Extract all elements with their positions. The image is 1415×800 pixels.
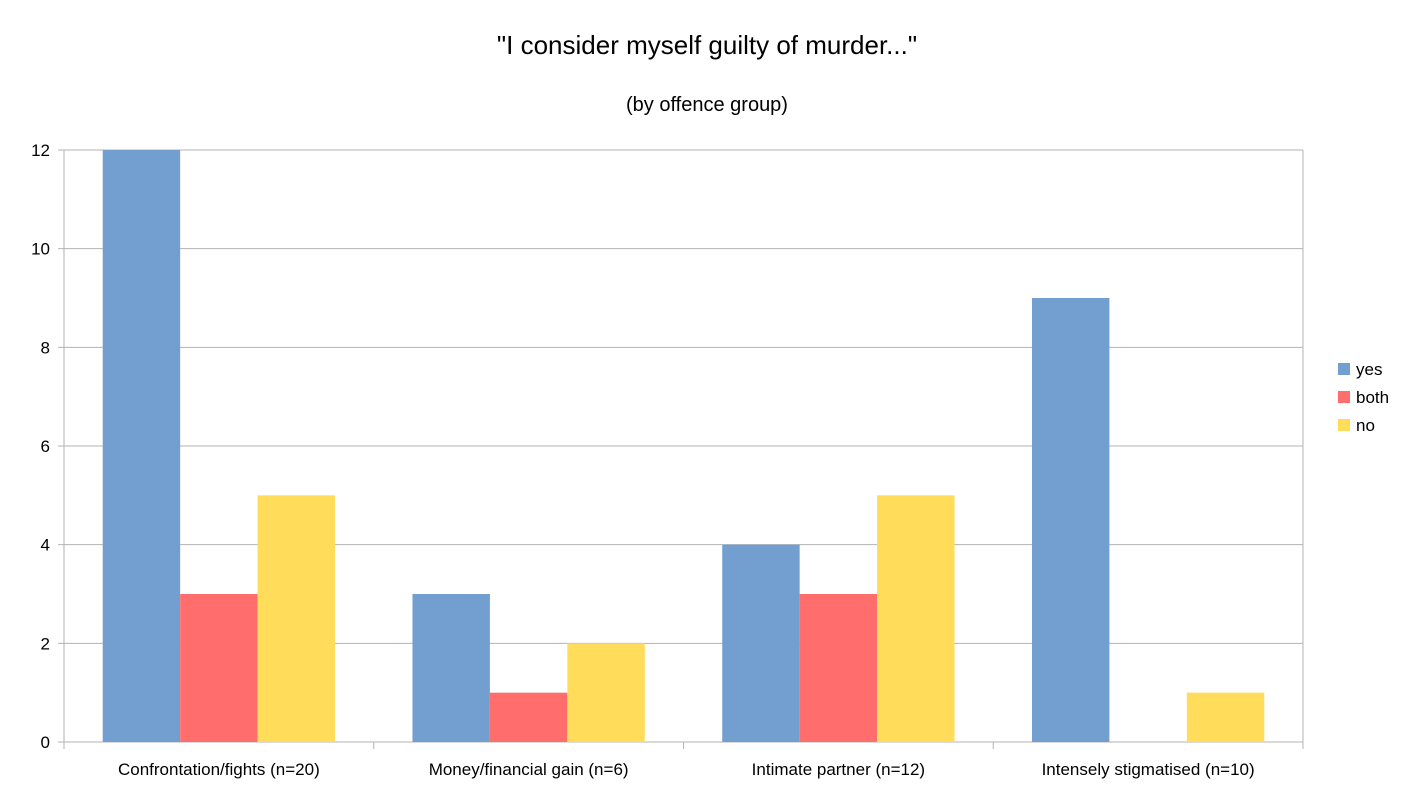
chart-title: "I consider myself guilty of murder..." [497, 30, 917, 60]
legend-swatch-yes [1338, 363, 1350, 375]
bar-yes [102, 150, 181, 742]
bar-no [567, 643, 645, 742]
legend-label: no [1356, 416, 1375, 435]
y-tick-label: 8 [41, 338, 50, 357]
y-tick-label: 2 [41, 634, 50, 653]
bar-yes [1031, 298, 1110, 742]
x-tick-label: Money/financial gain (n=6) [429, 760, 629, 779]
y-tick-label: 10 [31, 240, 50, 259]
legend-swatch-both [1338, 391, 1350, 403]
bars [102, 150, 1265, 742]
bar-both [489, 692, 568, 742]
x-tick-label: Intimate partner (n=12) [752, 760, 925, 779]
y-tick-label: 0 [41, 733, 50, 752]
legend-swatch-no [1338, 419, 1350, 431]
axes: 0 2 4 6 8 10 12 Confrontation/fights (n=20) Mone… [31, 141, 1304, 779]
bar-yes [412, 594, 490, 742]
bar-both [180, 594, 258, 742]
bar-no [257, 495, 336, 742]
bar-yes [722, 544, 800, 742]
bar-both [799, 594, 878, 742]
x-tick-label: Confrontation/fights (n=20) [118, 760, 320, 779]
chart-subtitle: (by offence group) [626, 94, 788, 116]
bar-no [877, 495, 955, 742]
x-tick-label: Intensely stigmatised (n=10) [1042, 760, 1255, 779]
y-tick-label: 4 [41, 536, 50, 555]
y-tick-label: 6 [41, 437, 50, 456]
legend: yes both no [1338, 360, 1389, 435]
legend-label: both [1356, 388, 1389, 407]
bar-no [1186, 692, 1265, 742]
y-tick-label: 12 [31, 141, 50, 160]
legend-label: yes [1356, 360, 1382, 379]
